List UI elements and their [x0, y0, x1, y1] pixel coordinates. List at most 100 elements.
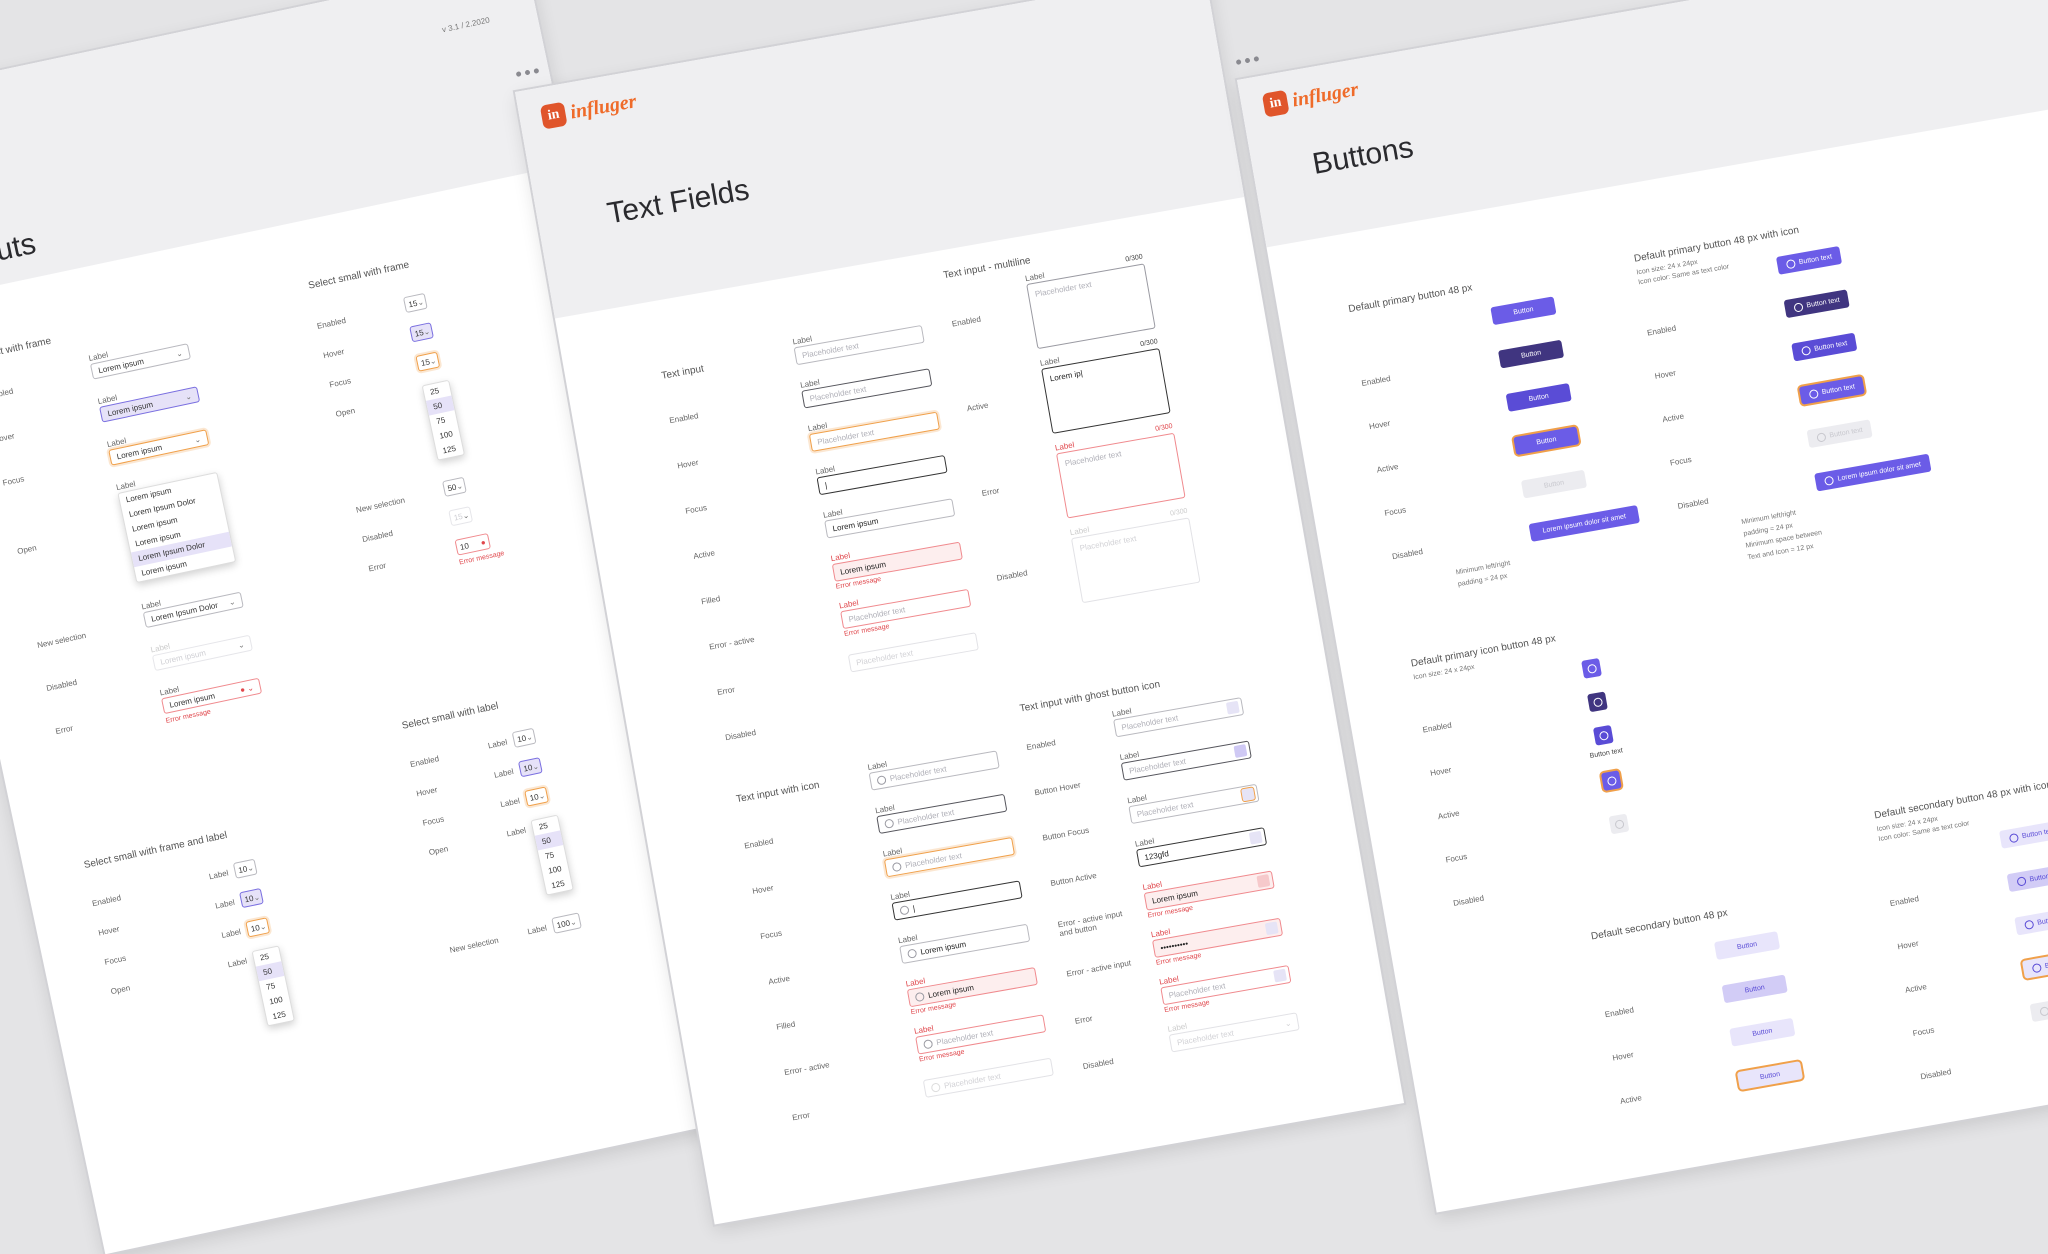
state-label: Disabled — [1676, 496, 1710, 511]
small-select-error[interactable]: 10 ● — [454, 532, 492, 556]
icon-only-button-focus[interactable] — [1600, 770, 1622, 792]
eye-icon[interactable] — [1264, 921, 1279, 936]
select-focus[interactable]: Lorem ipsum ⌄ — [108, 429, 210, 466]
icon-input-active[interactable]: | — [891, 880, 1023, 921]
small-select-hover[interactable]: 15 ⌄ — [409, 322, 434, 343]
multiline-error[interactable]: Placeholder text — [1056, 432, 1186, 519]
small-select-new-selection[interactable]: 50 ⌄ — [442, 476, 467, 497]
text-input-hover[interactable]: Placeholder text — [801, 368, 933, 409]
buttons-board-header — [1237, 0, 2048, 248]
text-input-error-active[interactable]: Lorem ipsum — [831, 541, 963, 582]
icon-input-hover[interactable]: Placeholder text — [876, 793, 1008, 834]
labeled-select-open-menu[interactable]: 25 50 75 100 125 — [530, 814, 574, 896]
text-input-enabled-preview[interactable]: Placeholder text — [793, 324, 925, 366]
eye-icon[interactable] — [1256, 874, 1271, 888]
icon-button-focus[interactable]: Button text — [1798, 375, 1866, 405]
state-label: Hover — [1368, 418, 1392, 432]
chevron-down-icon: ⌄ — [568, 916, 578, 927]
ghost-input-enabled[interactable]: Placeholder text — [1113, 697, 1245, 738]
select-new-selection[interactable]: Lorem Ipsum Dolor ⌄ — [142, 591, 244, 629]
eye-icon[interactable] — [1248, 830, 1263, 845]
state-label: Enabled — [1360, 373, 1392, 388]
state-label: Hover — [1429, 765, 1453, 778]
icon-input-error[interactable]: Placeholder text — [915, 1014, 1047, 1055]
ghost-input-button-hover[interactable]: Placeholder text — [1120, 740, 1252, 781]
primary-button-active[interactable]: Button — [1505, 383, 1572, 412]
secondary-icon-button-active[interactable]: Button text — [2014, 906, 2048, 936]
small-select-enabled[interactable]: 15 ⌄ — [402, 292, 428, 314]
eye-icon[interactable] — [1241, 787, 1256, 802]
multiline-active[interactable]: Lorem ip| — [1041, 348, 1171, 434]
state-label: Button Active — [1049, 870, 1098, 888]
framed-select-open-menu[interactable]: 25 50 75 100 125 — [251, 945, 295, 1027]
state-label: Open — [16, 543, 38, 557]
state-label: Active — [1437, 808, 1461, 822]
text-input-error[interactable]: Placeholder text — [840, 588, 972, 630]
secondary-icon-button-hover[interactable]: Button text — [2006, 863, 2048, 893]
ghost-input-error-active[interactable]: •••••••••• — [1151, 917, 1284, 959]
icon-only-button-hover[interactable] — [1587, 691, 1608, 713]
eye-icon[interactable] — [1273, 968, 1288, 983]
select-enabled[interactable]: Lorem ipsum ⌄ — [89, 343, 192, 380]
icon-input-preview[interactable]: Placeholder text — [868, 750, 1000, 791]
text-input-filled[interactable]: Lorem ipsum — [824, 498, 956, 539]
state-label: Error — [791, 1110, 811, 1123]
state-label: Enabled — [1025, 738, 1057, 753]
ghost-input-error-active-both[interactable]: Lorem ipsum — [1143, 870, 1275, 911]
ghost-input-button-focus[interactable]: Placeholder text — [1128, 783, 1260, 825]
secondary-icon-button-preview[interactable]: Button text — [1999, 819, 2048, 849]
secondary-icon-button-focus[interactable]: Button text — [2021, 949, 2048, 979]
primary-button-focus[interactable]: Button — [1513, 426, 1580, 456]
labeled-select-hover[interactable]: 10 ⌄ — [517, 757, 543, 778]
secondary-icon-button-disabled: Button text — [2029, 993, 2048, 1023]
primary-button-hover[interactable]: Button — [1497, 339, 1565, 369]
primary-button-preview[interactable]: Button — [1490, 296, 1557, 326]
framed-select-enabled[interactable]: 10 ⌄ — [232, 858, 258, 879]
small-select-open-menu[interactable]: 25 50 75 100 125 — [421, 379, 466, 461]
eye-icon[interactable] — [1233, 744, 1248, 758]
text-input-active[interactable]: | — [816, 454, 948, 496]
secondary-button-hover[interactable]: Button — [1721, 974, 1788, 1004]
state-label: Enabled — [409, 754, 440, 770]
button-label: Button — [1512, 305, 1535, 316]
labeled-select-enabled[interactable]: 10 ⌄ — [511, 727, 537, 748]
plus-circle-icon — [1824, 475, 1835, 486]
state-label: Disabled — [995, 568, 1029, 583]
icon-only-button-active[interactable] — [1592, 724, 1614, 746]
framed-select-focus[interactable]: 10 ⌄ — [245, 917, 271, 938]
select-error[interactable]: Lorem ipsum ● ⌄ — [161, 677, 263, 715]
button-label: Button — [1744, 983, 1766, 995]
secondary-button-focus[interactable]: Button — [1736, 1061, 1804, 1090]
framed-select-hover[interactable]: 10 ⌄ — [239, 887, 264, 909]
secondary-button-active[interactable]: Button — [1729, 1017, 1796, 1047]
labeled-select-focus[interactable]: 10 ⌄ — [524, 786, 550, 807]
ghost-input-button-active[interactable]: 123gfd — [1136, 827, 1268, 868]
search-icon — [914, 991, 925, 1002]
plus-circle-icon — [2016, 875, 2027, 887]
icon-button-hover[interactable]: Button text — [1783, 289, 1850, 319]
plus-circle-icon — [1800, 345, 1812, 356]
icon-only-button-preview[interactable] — [1581, 657, 1602, 679]
small-select-focus[interactable]: 15 ⌄ — [415, 351, 441, 372]
placeholder: Placeholder text — [1176, 1028, 1235, 1047]
select-open-menu[interactable]: Lorem ipsum Lorem Ipsum Dolor Lorem ipsu… — [117, 471, 237, 584]
state-label: Focus — [1383, 505, 1407, 518]
icon-input-focus[interactable]: Placeholder text — [883, 837, 1016, 878]
icon-input-filled[interactable]: Lorem ipsum — [899, 923, 1031, 964]
icon-button-long[interactable]: Lorem ipsum dolor sit amet — [1814, 453, 1932, 492]
icon-button-preview[interactable]: Button text — [1775, 245, 1843, 275]
labeled-select-new-selection[interactable]: 100 ⌄ — [551, 912, 582, 934]
text-input-focus[interactable]: Placeholder text — [808, 411, 941, 452]
icon-button-active[interactable]: Button text — [1791, 332, 1858, 362]
primary-button-long[interactable]: Lorem ipsum dolor sit amet — [1528, 505, 1641, 542]
select-hover[interactable]: Lorem ipsum ⌄ — [99, 386, 201, 423]
eye-icon[interactable] — [1225, 700, 1240, 715]
primary-button-disabled: Button — [1520, 469, 1588, 499]
button-label: Button text — [1798, 252, 1833, 266]
secondary-button-preview[interactable]: Button — [1713, 931, 1781, 960]
plus-circle-icon — [2031, 962, 2042, 973]
multiline-enabled[interactable]: Placeholder text — [1026, 263, 1156, 350]
icon-input-error-active[interactable]: Lorem ipsum — [906, 967, 1038, 1008]
ghost-input-error[interactable]: Placeholder text — [1160, 964, 1292, 1006]
padding-note: padding = 24 px — [1457, 572, 1508, 589]
